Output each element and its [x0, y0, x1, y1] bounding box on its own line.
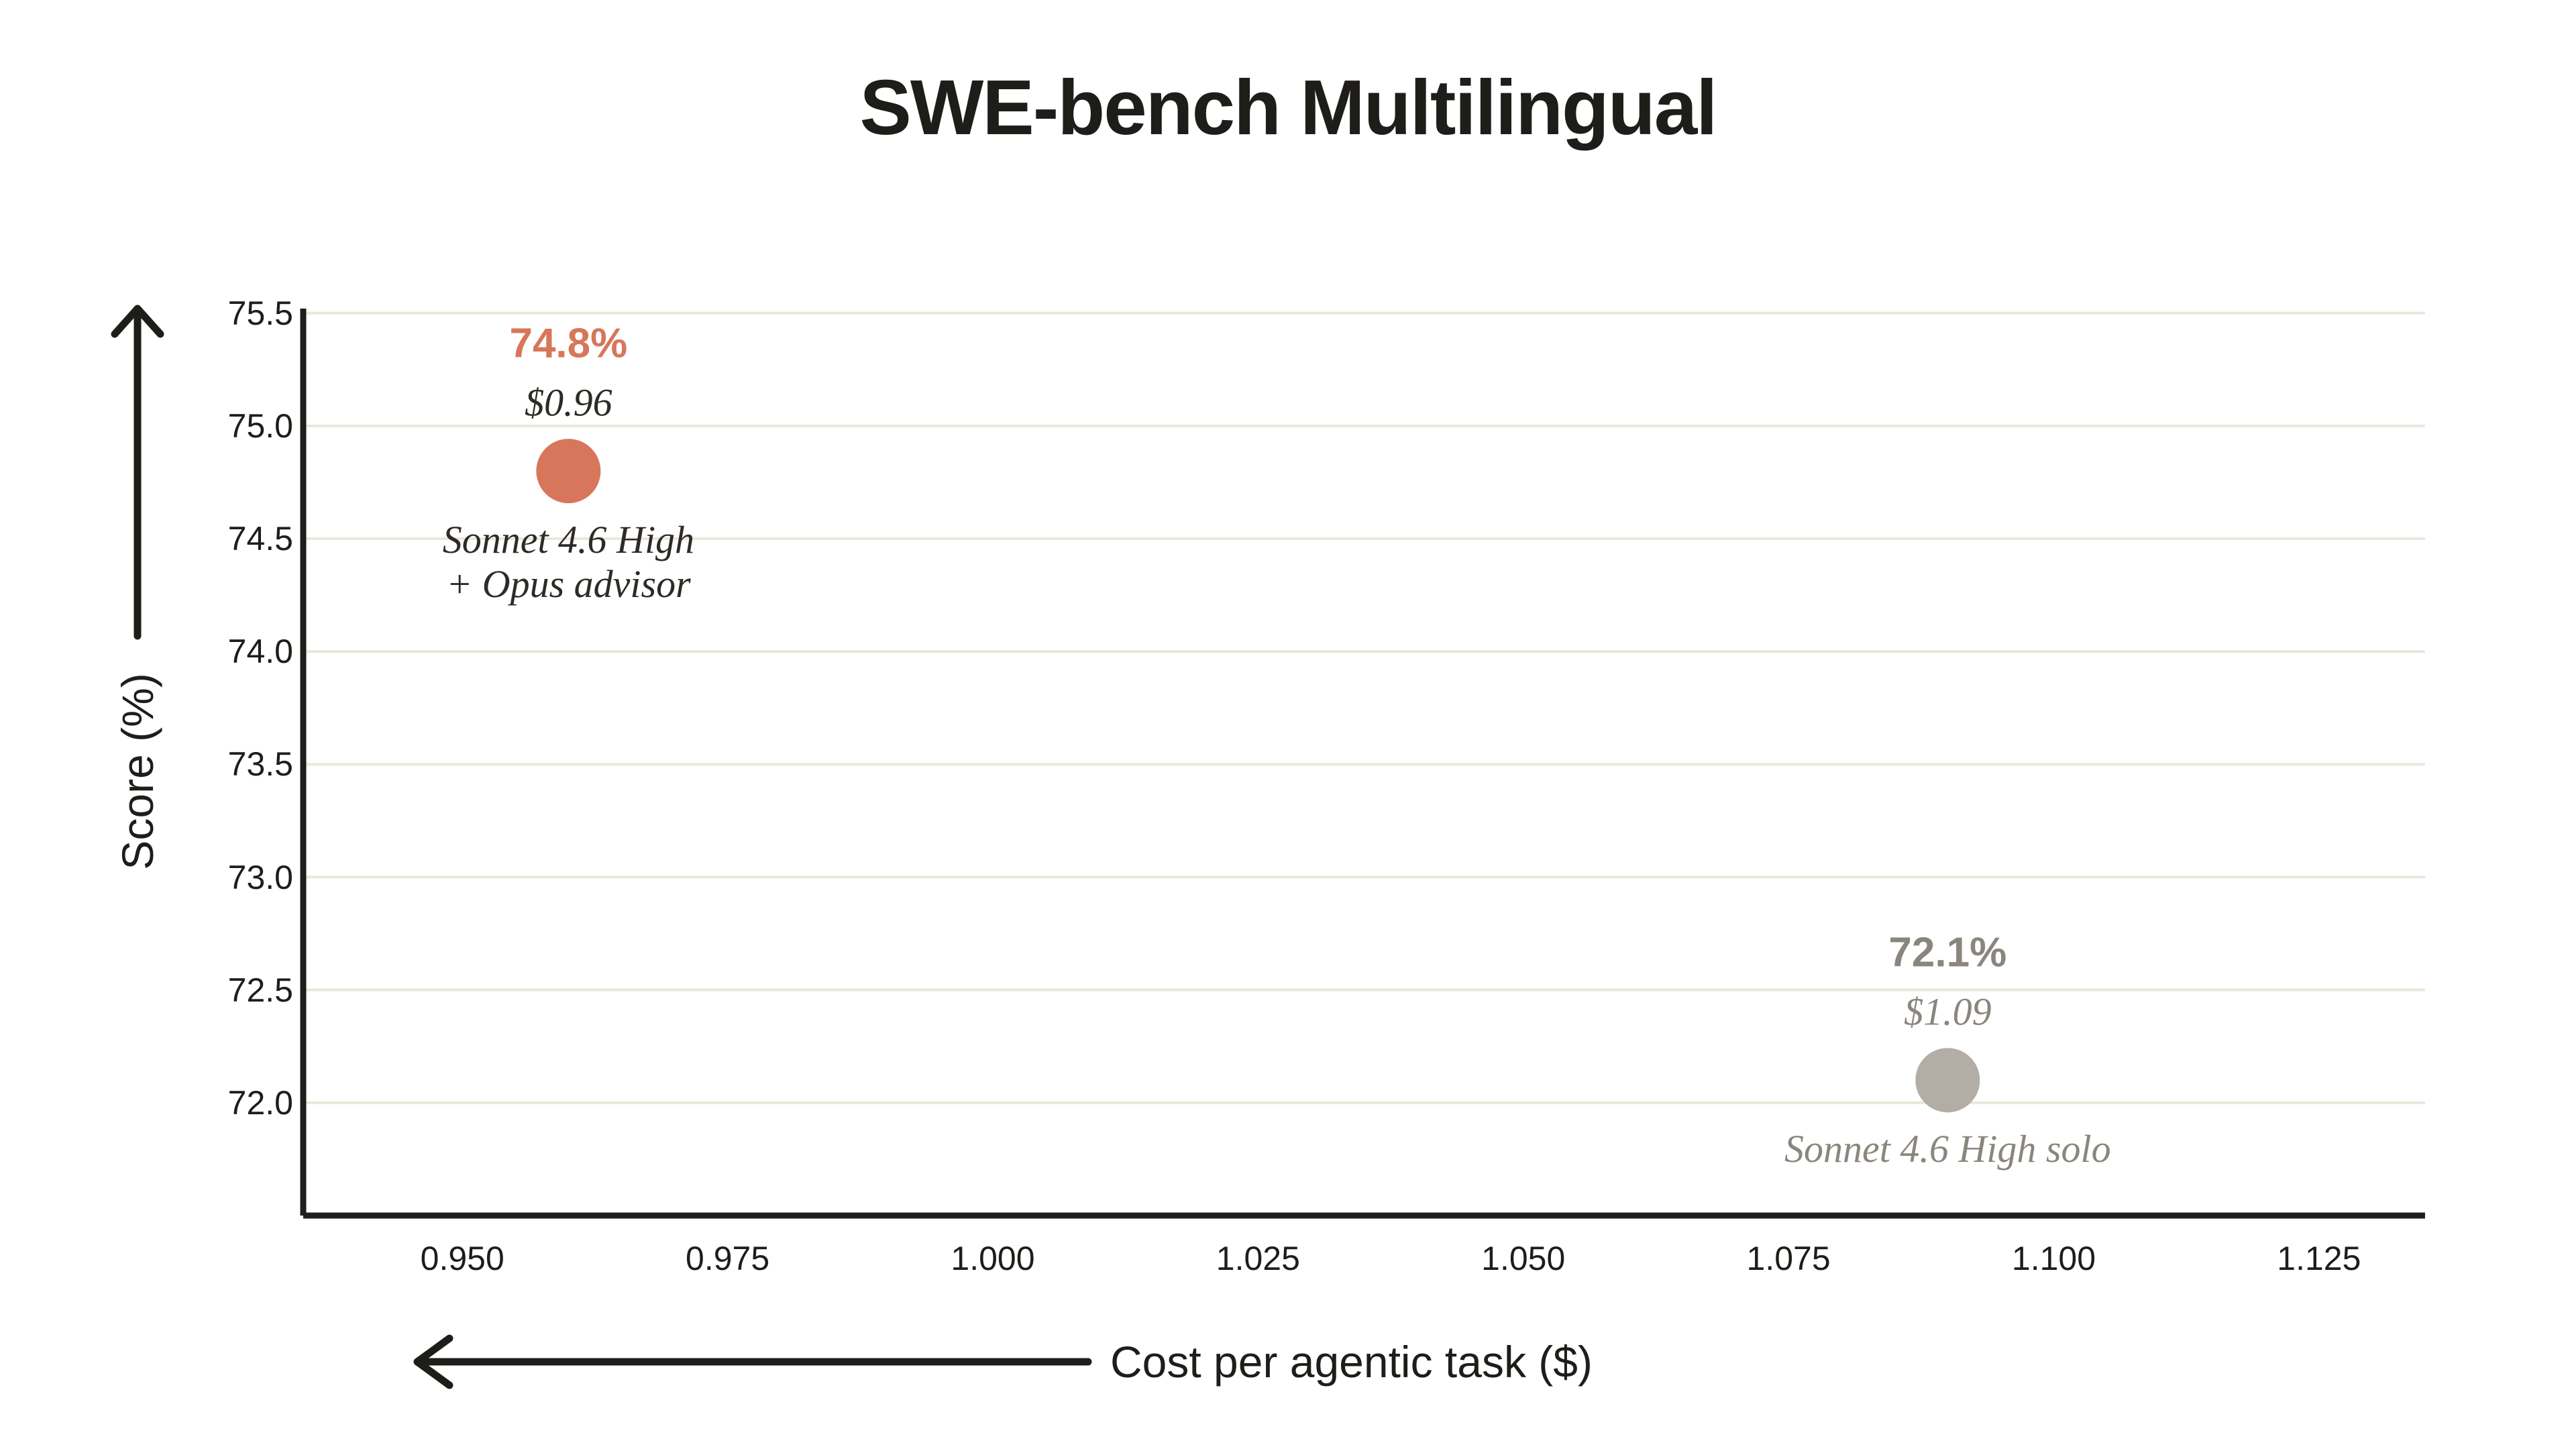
y-tick-label: 75.5	[227, 294, 293, 332]
x-axis-arrow	[413, 1334, 1092, 1389]
y-tick-label: 74.0	[227, 633, 293, 671]
x-tick-label: 0.950	[420, 1240, 504, 1277]
x-tick-label: 1.025	[1216, 1240, 1300, 1277]
point-score-label: 74.8%	[509, 320, 628, 367]
point-name-label: Sonnet 4.6 High solo	[1784, 1127, 2111, 1171]
x-axis-title: Cost per agentic task ($)	[1110, 1337, 1593, 1387]
x-tick-label: 1.000	[951, 1240, 1035, 1277]
y-axis-title: Score (%)	[113, 673, 162, 870]
data-point-sonnet-46-high-solo	[1915, 1048, 1980, 1113]
y-tick-label: 74.5	[227, 520, 293, 558]
y-tick-label: 72.5	[227, 971, 293, 1009]
y-tick-label: 72.0	[227, 1083, 293, 1122]
y-tick-label: 73.0	[227, 858, 293, 896]
y-tick-label: 75.0	[227, 407, 293, 445]
x-tick-label: 1.075	[1746, 1240, 1831, 1277]
y-tick-label: 73.5	[227, 745, 293, 784]
y-axis-arrow	[111, 305, 164, 640]
x-tick-label: 0.975	[686, 1240, 770, 1277]
x-tick-label: 1.125	[2277, 1240, 2361, 1277]
gridlines	[303, 311, 2425, 1104]
point-cost-label: $1.09	[1904, 989, 1992, 1034]
point-score-label: 72.1%	[1888, 929, 2007, 976]
x-tick-label: 1.100	[2011, 1240, 2096, 1277]
x-tick-label: 1.050	[1481, 1240, 1566, 1277]
point-name-label: Sonnet 4.6 High + Opus advisor	[442, 518, 695, 606]
chart-title: SWE-bench Multilingual	[859, 64, 1717, 151]
axes	[300, 309, 2425, 1219]
point-cost-label: $0.96	[525, 380, 612, 425]
data-point-sonnet-46-high-plus-opus-advisor	[536, 439, 601, 504]
